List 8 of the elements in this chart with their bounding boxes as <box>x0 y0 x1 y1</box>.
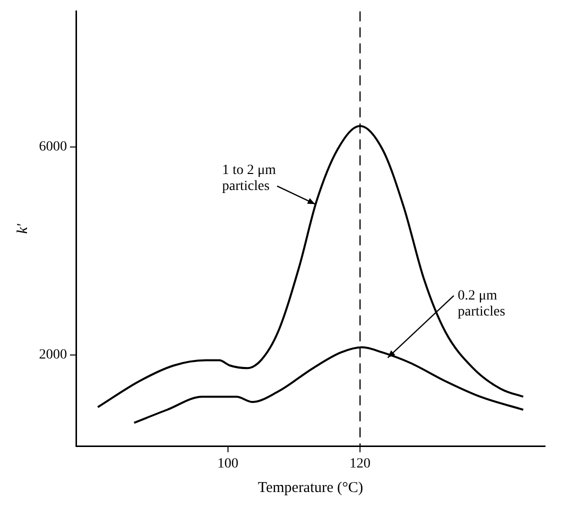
annotation: 0.2 μm particles <box>458 288 506 320</box>
y-axis-title: k' <box>14 223 31 234</box>
y-tick-label: 6000 <box>39 139 67 154</box>
x-axis-title: Temperature (°C) <box>258 480 364 496</box>
x-tick-label: 120 <box>350 456 371 472</box>
x-tick-label: 100 <box>217 456 238 472</box>
y-tick-label: 2000 <box>39 348 67 363</box>
annotation: 1 to 2 μm particles <box>222 163 276 194</box>
